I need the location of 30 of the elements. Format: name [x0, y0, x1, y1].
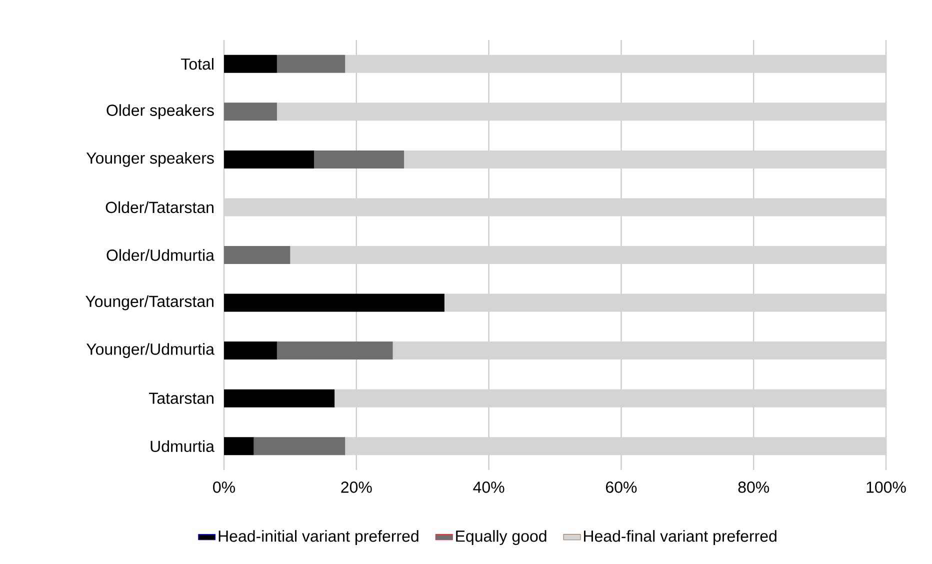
- bar: [224, 54, 277, 73]
- y-tick-label: Younger/Tatarstan: [86, 295, 214, 310]
- bar: [224, 294, 444, 312]
- x-tick-label: 20%: [341, 482, 372, 493]
- y-tick-label: Total: [181, 58, 214, 70]
- bar: [224, 437, 254, 456]
- bar: [276, 342, 393, 360]
- y-tick-label: Older/Udmurtia: [106, 249, 214, 261]
- legend-label: Head-final variant preferred: [584, 530, 776, 546]
- bar: [224, 246, 290, 264]
- bar: [314, 150, 404, 168]
- bar: [276, 54, 346, 73]
- bar: [224, 150, 314, 168]
- x-tick-label: 40%: [473, 482, 504, 493]
- y-tick-label: Older/Tatarstan: [106, 201, 214, 214]
- bar: [254, 437, 346, 456]
- y-tick-label: Younger/Udmurtia: [86, 343, 214, 358]
- bar: [224, 342, 277, 360]
- y-tick-label: Tatarstan: [149, 392, 214, 404]
- bar: [224, 102, 277, 121]
- x-tick-label: 100%: [866, 482, 906, 493]
- x-tick-label: 80%: [738, 482, 770, 493]
- bar: [224, 389, 335, 408]
- x-tick-label: 60%: [606, 482, 637, 493]
- legend-label: Head-initial variant preferred: [218, 530, 418, 546]
- y-tick-label: Older speakers: [106, 104, 214, 120]
- legend-label: Equally good: [456, 530, 546, 546]
- x-tick-label: 0%: [213, 482, 235, 493]
- y-tick-label: Udmurtia: [150, 440, 214, 452]
- y-tick-label: Younger speakers: [86, 152, 214, 167]
